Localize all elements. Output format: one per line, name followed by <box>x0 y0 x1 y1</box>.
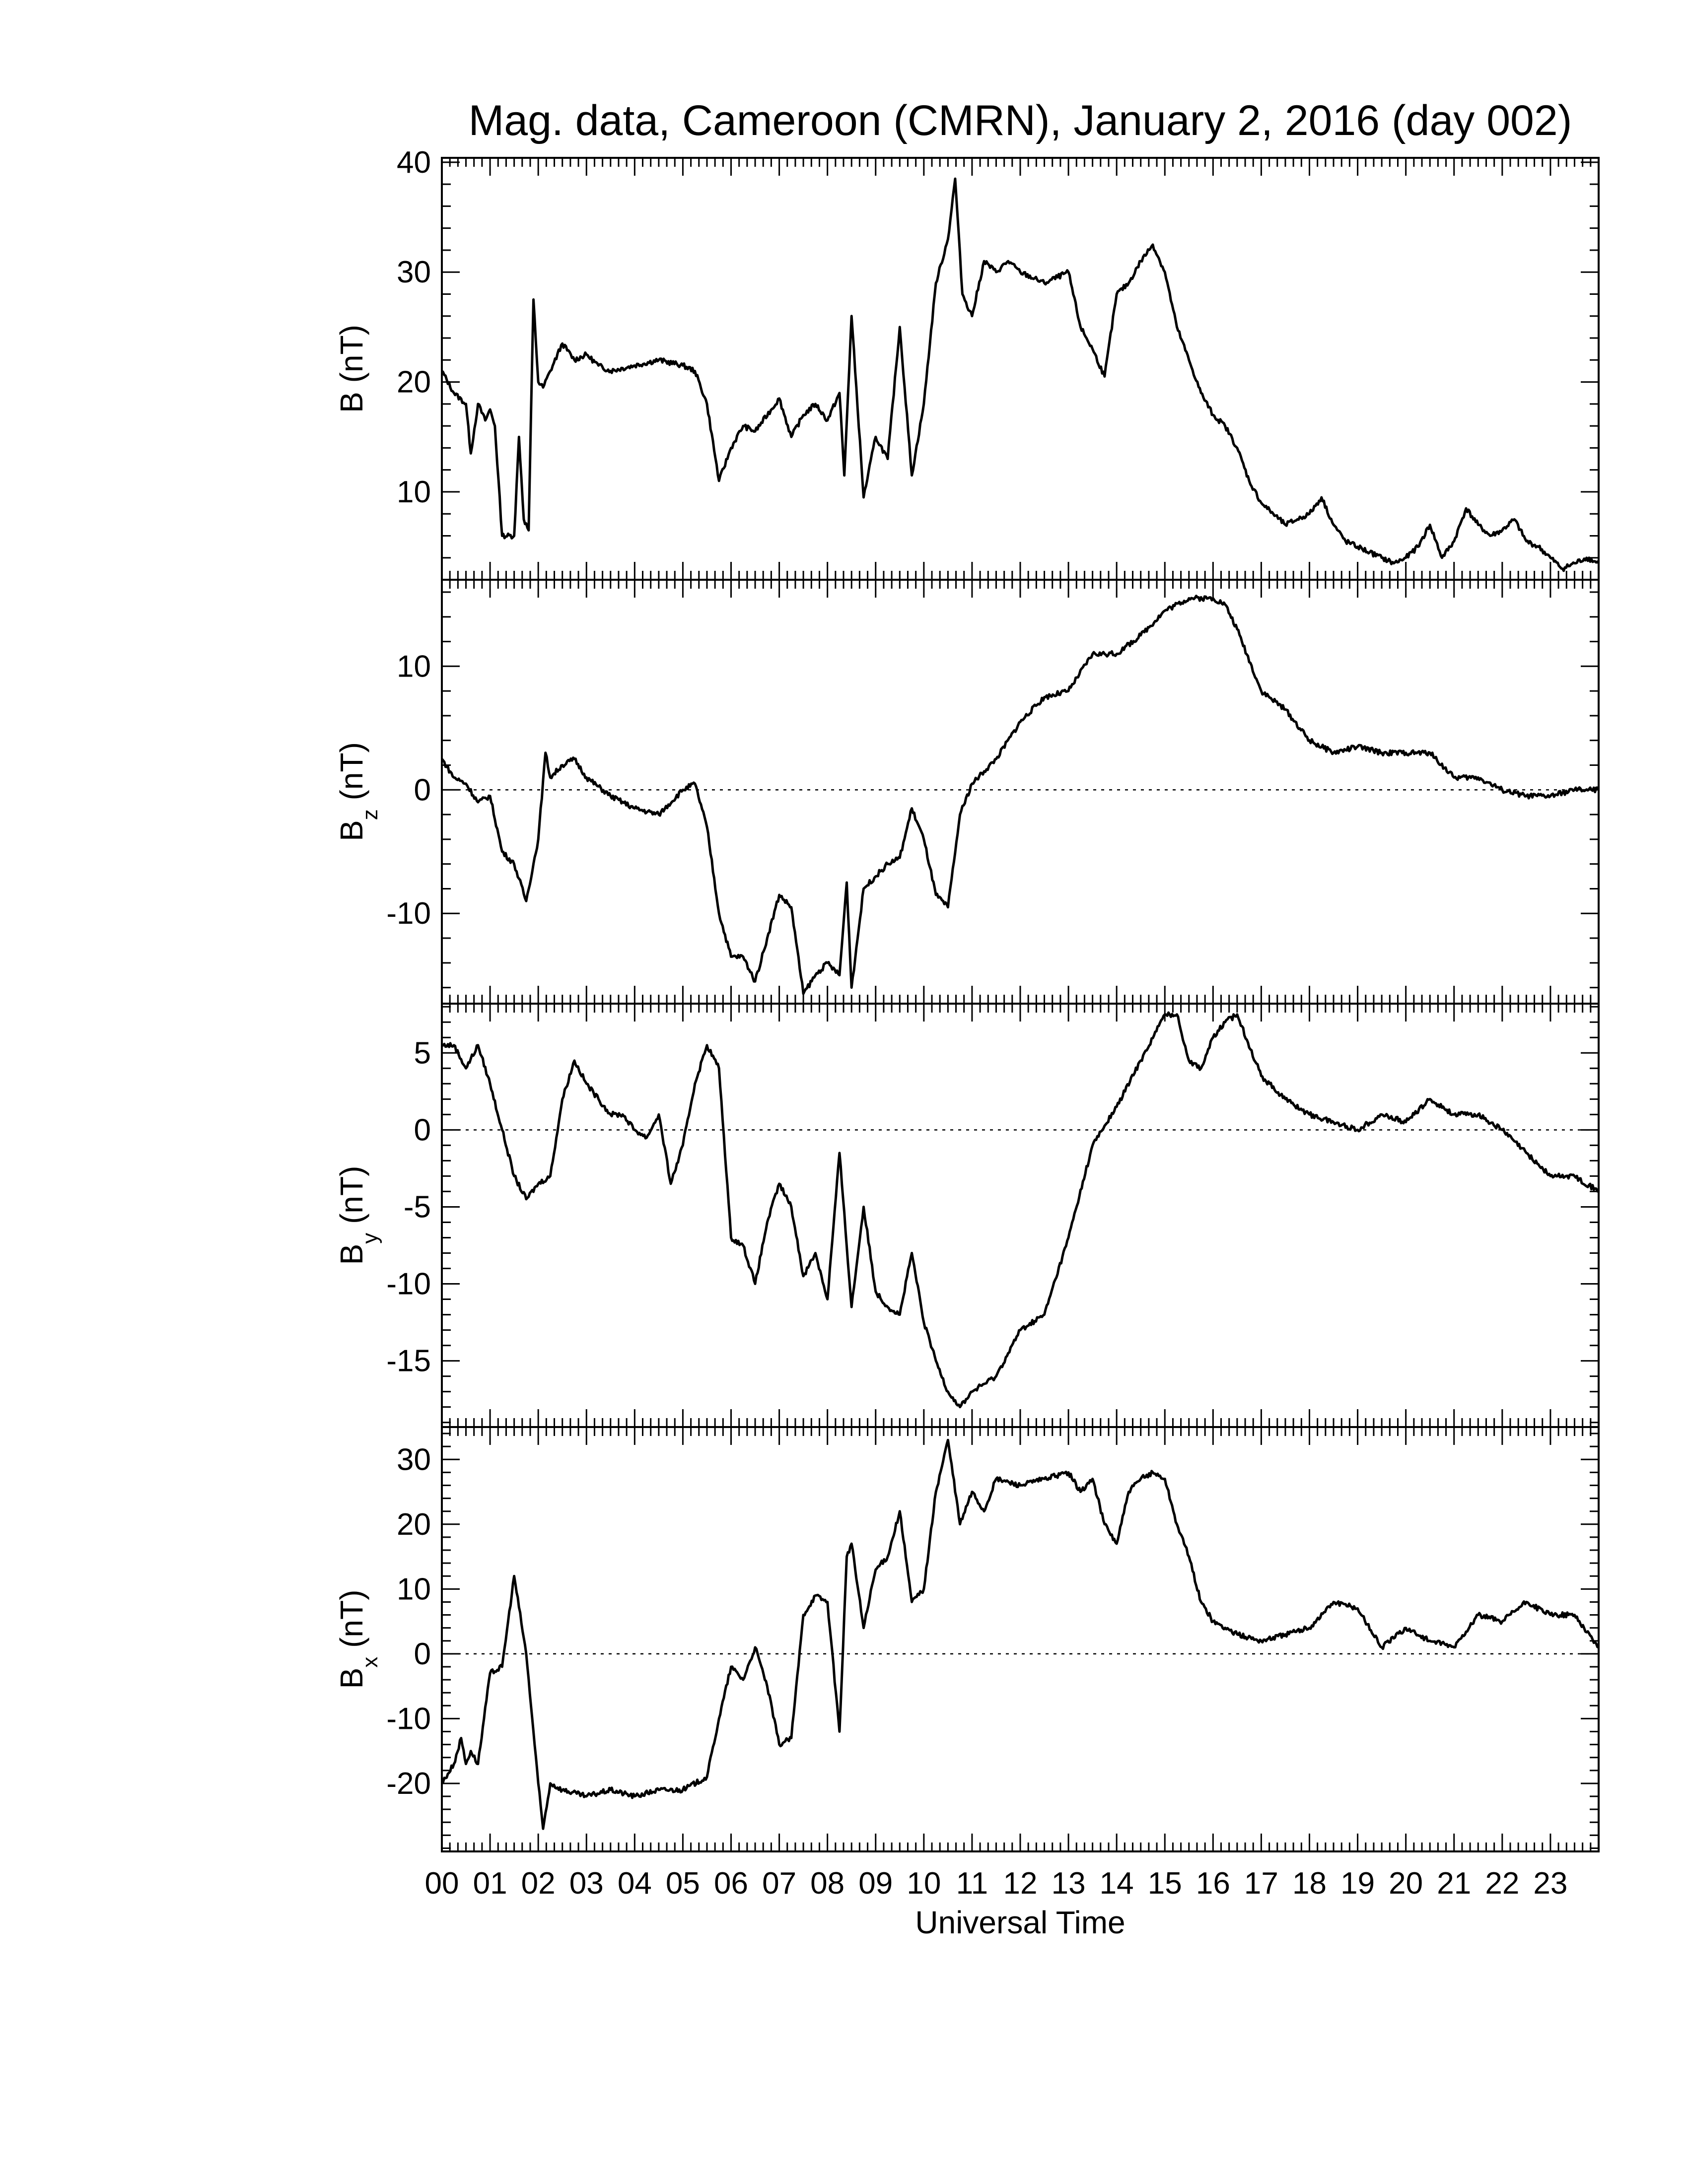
panels: 10 20 30 40 B (nT) -10 0 10 Bz (nT) -15 -10 -5 0 5 By … <box>334 145 1600 1852</box>
y-axis-label: B (nT) <box>334 325 369 413</box>
y-tick-label: 40 <box>397 145 431 180</box>
panel-B: 10 20 30 40 B (nT) <box>334 145 1600 581</box>
y-tick-label: -10 <box>386 1267 431 1301</box>
series-line-B <box>441 177 1600 572</box>
x-tick-label: 12 <box>1003 1866 1038 1901</box>
panel-By: -15 -10 -5 0 5 By (nT) <box>334 1003 1600 1428</box>
y-tick-label: 0 <box>414 773 431 807</box>
series-line-Bz <box>441 595 1600 995</box>
y-tick-label: 30 <box>397 1442 431 1477</box>
x-axis-label: Universal Time <box>915 1905 1125 1940</box>
x-tick-label: 06 <box>714 1866 748 1901</box>
x-tick-label: 10 <box>907 1866 941 1901</box>
y-tick-label: 10 <box>397 649 431 683</box>
x-tick-label: 03 <box>569 1866 604 1901</box>
y-tick-label: 10 <box>397 475 431 509</box>
y-tick-label: -10 <box>386 1702 431 1736</box>
x-tick-label: 04 <box>618 1866 652 1901</box>
x-tick-label: 02 <box>521 1866 556 1901</box>
x-tick-label: 01 <box>473 1866 507 1901</box>
y-axis-label: Bz (nT) <box>334 742 382 841</box>
x-tick-label: 21 <box>1437 1866 1471 1901</box>
panel-frame <box>441 579 1600 1005</box>
x-tick-label: 17 <box>1244 1866 1278 1901</box>
y-tick-label: 30 <box>397 255 431 289</box>
y-axis-label: Bx (nT) <box>334 1590 382 1689</box>
y-tick-label: 20 <box>397 1507 431 1542</box>
y-tick-label: 10 <box>397 1572 431 1606</box>
panel-frame <box>441 1003 1600 1428</box>
x-tick-label: 15 <box>1148 1866 1182 1901</box>
panel-Bx: -20 -10 0 10 20 30 Bx (nT) <box>334 1426 1600 1852</box>
x-tick-label: 14 <box>1100 1866 1134 1901</box>
x-axis: 00 01 02 03 04 05 06 07 08 09 10 11 12 13 14 15 16 17 18 19… <box>425 1866 1568 1901</box>
panel-frame <box>441 157 1600 581</box>
panel-Bz: -10 0 10 Bz (nT) <box>334 579 1600 1005</box>
x-tick-label: 22 <box>1485 1866 1519 1901</box>
x-tick-label: 05 <box>666 1866 700 1901</box>
x-tick-label: 20 <box>1389 1866 1423 1901</box>
x-tick-label: 18 <box>1292 1866 1327 1901</box>
x-tick-label: 09 <box>858 1866 893 1901</box>
x-tick-label: 23 <box>1533 1866 1567 1901</box>
series-line-By <box>441 1011 1599 1409</box>
y-tick-label: 0 <box>414 1113 431 1147</box>
x-tick-label: 13 <box>1052 1866 1086 1901</box>
y-axis-label: By (nT) <box>334 1166 382 1265</box>
x-tick-label: 19 <box>1340 1866 1375 1901</box>
y-tick-label: 5 <box>414 1036 431 1070</box>
y-tick-label: 20 <box>397 365 431 400</box>
y-tick-label: -5 <box>404 1190 431 1224</box>
x-tick-label: 00 <box>425 1866 459 1901</box>
y-tick-label: -15 <box>386 1344 431 1378</box>
series-line-Bx <box>441 1438 1599 1830</box>
x-tick-label: 11 <box>956 1866 988 1901</box>
y-tick-label: -20 <box>386 1767 431 1801</box>
x-tick-label: 08 <box>810 1866 844 1901</box>
x-tick-label: 07 <box>762 1866 796 1901</box>
chart-title: Mag. data, Cameroon (CMRN), January 2, 2… <box>469 97 1572 144</box>
x-tick-label: 16 <box>1196 1866 1230 1901</box>
y-tick-label: 0 <box>414 1637 431 1671</box>
y-tick-label: -10 <box>386 896 431 931</box>
